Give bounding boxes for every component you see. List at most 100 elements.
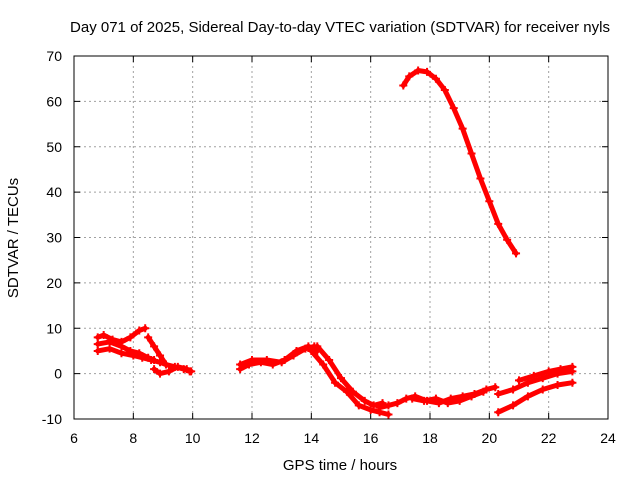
data-point — [360, 396, 369, 405]
data-point — [494, 219, 503, 228]
data-point — [399, 81, 408, 90]
data-point — [458, 124, 467, 133]
x-tick-label: 24 — [600, 430, 616, 446]
data-point — [509, 401, 518, 410]
x-tick-label: 22 — [541, 430, 557, 446]
data-point — [485, 197, 494, 206]
y-tick-label: 40 — [46, 184, 62, 200]
data-point — [420, 396, 429, 405]
data-point — [277, 358, 286, 367]
data-point — [141, 324, 150, 333]
x-axis-label: GPS time / hours — [283, 457, 397, 474]
data-point — [236, 360, 245, 369]
data-point — [384, 410, 393, 419]
data-point — [414, 66, 423, 75]
axis-ticks: 6 8 10 12 14 16 18 20 22 24 -10 0 10 20 30 40 50 60 70 — [42, 48, 616, 446]
x-tick-label: 18 — [422, 430, 438, 446]
data-point — [126, 346, 135, 355]
data-point — [164, 367, 173, 376]
data-point — [494, 390, 503, 399]
data-point — [156, 369, 165, 378]
data-point — [538, 385, 547, 394]
grid-lines — [74, 56, 608, 419]
data-point — [467, 392, 476, 401]
data-point — [289, 351, 298, 360]
data-point — [375, 403, 384, 412]
data-point — [405, 72, 414, 81]
data-point — [354, 401, 363, 410]
data-point — [319, 360, 328, 369]
data-point — [117, 349, 126, 358]
data-point — [479, 387, 488, 396]
data-point — [187, 367, 196, 376]
x-tick-label: 16 — [363, 430, 379, 446]
y-tick-label: 50 — [46, 139, 62, 155]
data-point — [423, 67, 432, 76]
data-point — [491, 383, 500, 392]
data-point — [366, 405, 375, 414]
y-tick-label: 0 — [54, 366, 62, 382]
data-point — [455, 396, 464, 405]
series-segment-15 — [495, 380, 575, 415]
data-point — [544, 367, 553, 376]
y-tick-label: -10 — [42, 411, 62, 427]
data-point — [553, 380, 562, 389]
data-point — [313, 342, 322, 351]
data-point — [443, 399, 452, 408]
data-point — [161, 360, 170, 369]
y-axis-label: SDTVAR / TECUs — [5, 178, 22, 298]
data-point — [467, 149, 476, 158]
data-point — [105, 344, 114, 353]
chart-title: Day 071 of 2025, Sidereal Day-to-day VTE… — [70, 19, 610, 36]
data-point — [150, 356, 159, 365]
y-tick-label: 60 — [46, 93, 62, 109]
data-point — [144, 353, 153, 362]
y-tick-label: 30 — [46, 230, 62, 246]
data-point — [369, 401, 378, 410]
data-point — [105, 337, 114, 346]
data-point — [99, 331, 108, 340]
data-point — [431, 394, 440, 403]
data-point — [331, 378, 340, 387]
x-tick-label: 10 — [185, 430, 201, 446]
y-tick-label: 20 — [46, 275, 62, 291]
data-point — [337, 374, 345, 383]
x-tick-label: 8 — [129, 430, 137, 446]
data-point — [307, 346, 316, 355]
data-point — [150, 342, 159, 351]
data-point — [126, 333, 135, 342]
plot-frame — [73, 55, 609, 420]
data-point — [556, 365, 565, 374]
data-point — [182, 365, 191, 374]
data-point — [494, 408, 503, 417]
data-point — [301, 344, 310, 353]
data-point — [384, 401, 393, 410]
data-point — [529, 371, 538, 380]
data-point — [150, 365, 159, 374]
data-point — [93, 340, 102, 349]
data-point — [523, 392, 532, 401]
data-point — [449, 104, 458, 113]
x-tick-label: 14 — [304, 430, 320, 446]
data-point — [348, 387, 357, 396]
data-point — [173, 362, 182, 371]
data-point — [503, 235, 512, 244]
x-tick-label: 6 — [70, 430, 78, 446]
x-tick-label: 12 — [244, 430, 260, 446]
data-point — [393, 399, 402, 408]
x-tick-label: 20 — [482, 430, 498, 446]
data-point — [248, 356, 256, 365]
data-point — [512, 249, 521, 258]
data-point — [144, 333, 153, 342]
data-point — [568, 378, 577, 387]
data-point — [515, 376, 523, 385]
data-point — [325, 356, 334, 365]
data-point — [476, 174, 485, 183]
data-point — [93, 333, 102, 342]
data-point — [117, 342, 126, 351]
y-tick-label: 10 — [46, 320, 62, 336]
data-point — [440, 86, 449, 95]
data-point — [135, 326, 144, 335]
data-series — [93, 66, 577, 419]
